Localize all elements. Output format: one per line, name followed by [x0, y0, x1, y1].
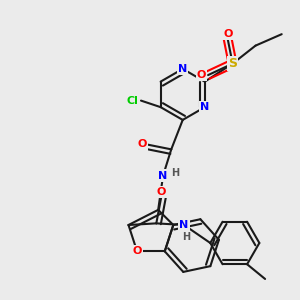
Text: H: H	[182, 232, 190, 242]
Text: N: N	[200, 102, 209, 112]
Text: O: O	[223, 29, 232, 39]
Text: H: H	[172, 168, 180, 178]
Text: N: N	[158, 170, 168, 181]
Text: O: O	[157, 187, 166, 197]
Text: Cl: Cl	[127, 96, 139, 106]
Text: O: O	[197, 70, 206, 80]
Text: N: N	[178, 64, 187, 74]
Text: O: O	[132, 246, 142, 256]
Text: S: S	[228, 57, 237, 70]
Text: N: N	[179, 220, 189, 230]
Text: O: O	[137, 140, 146, 149]
